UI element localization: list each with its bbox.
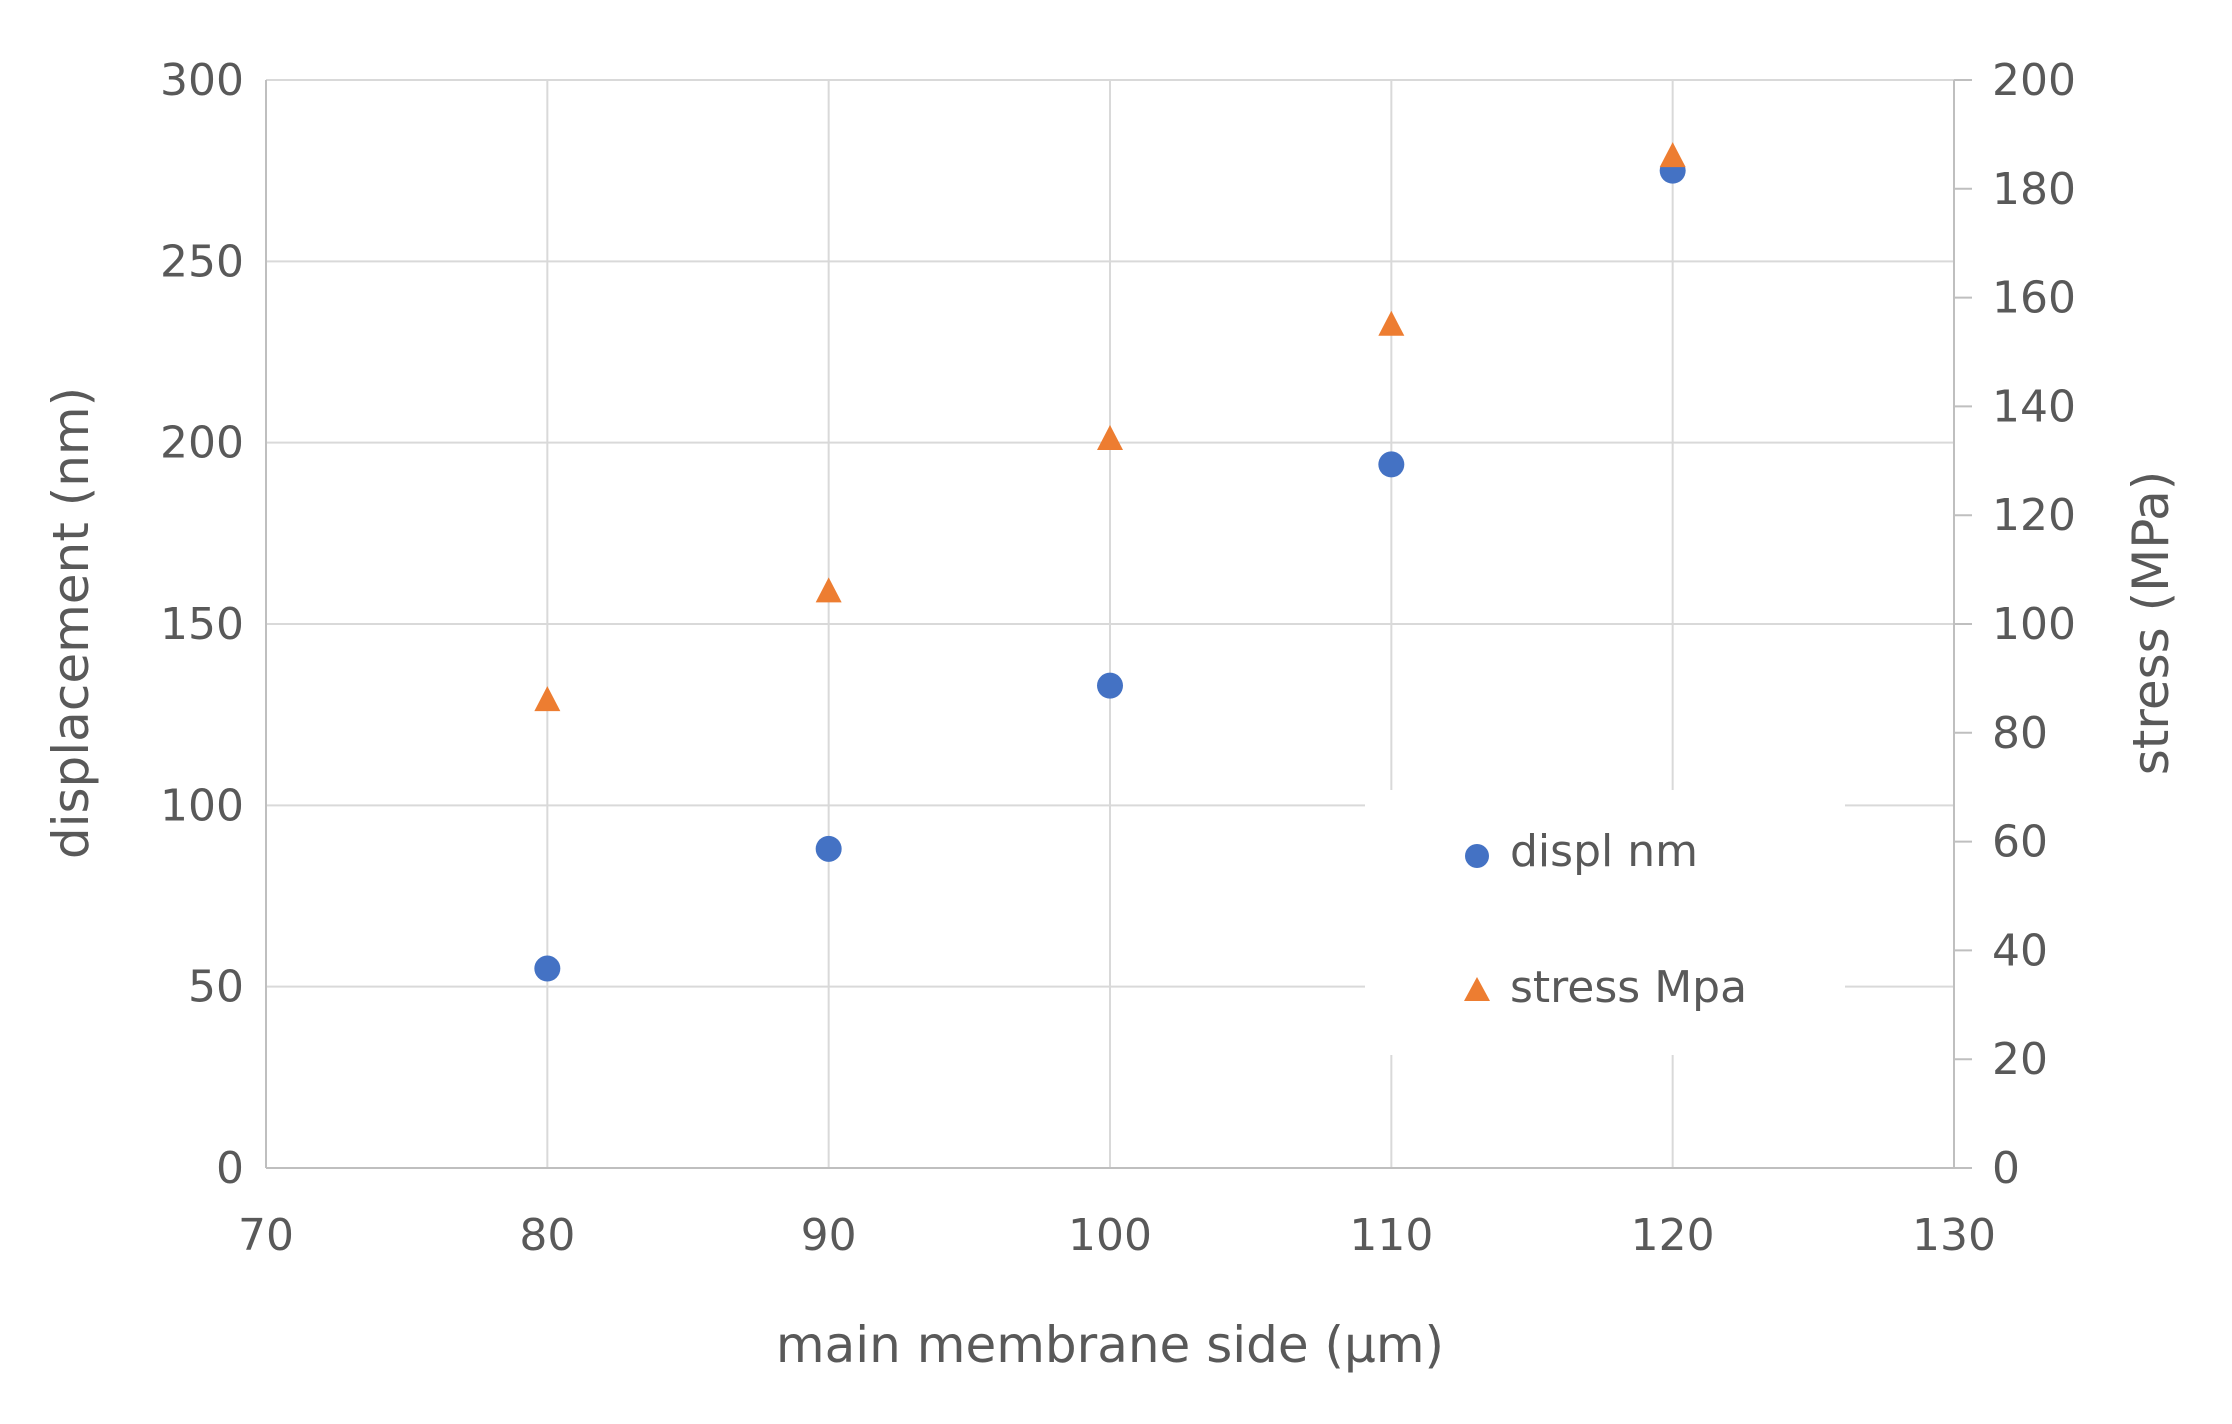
y2-tick-label: 40 (1992, 925, 2048, 976)
x-tick-label: 120 (1631, 1210, 1715, 1261)
x-axis-title: main membrane side (μm) (776, 1316, 1444, 1374)
axes (265, 79, 1972, 1169)
y2-tick-label: 100 (1992, 599, 2076, 650)
y2-axis-title: stress (MPa) (2122, 471, 2180, 776)
y-tick-label: 300 (160, 55, 244, 106)
stress-point (534, 686, 561, 712)
x-tick-label: 130 (1912, 1210, 1996, 1261)
y2-tick-label: 140 (1992, 381, 2076, 432)
stress-point (1378, 310, 1405, 336)
x-axis-ticks: 70 80 90 100 110 120 130 (238, 1210, 1996, 1261)
y2-tick-label: 200 (1992, 55, 2076, 106)
y-tick-label: 0 (216, 1143, 244, 1194)
stress-point (1097, 425, 1123, 451)
legend: displ nm stress Mpa (1365, 790, 1845, 1055)
displ-point (534, 955, 561, 982)
stress-point (815, 577, 842, 603)
y-tick-label: 150 (160, 599, 244, 650)
y2-tick-label: 80 (1992, 708, 2048, 759)
y-axis-title: displacement (nm) (42, 387, 100, 859)
x-tick-label: 110 (1349, 1210, 1433, 1261)
y2-tick-label: 0 (1992, 1143, 2020, 1194)
legend-label-stress: stress Mpa (1510, 962, 1747, 1013)
y2-tick-label: 160 (1992, 273, 2076, 324)
x-tick-label: 70 (238, 1210, 294, 1261)
y2-tick-label: 120 (1992, 490, 2076, 541)
legend-marker-stress (1464, 977, 1490, 1001)
legend-label-displ: displ nm (1510, 826, 1698, 877)
displ-point (1378, 451, 1405, 478)
x-tick-label: 80 (519, 1210, 575, 1261)
displ-point (815, 835, 842, 862)
x-tick-label: 100 (1068, 1210, 1152, 1261)
stress-point (1659, 142, 1686, 168)
y2-tick-label: 180 (1992, 164, 2076, 215)
y-tick-label: 50 (188, 962, 244, 1013)
legend-background (1365, 790, 1845, 1055)
data-marks (534, 142, 1686, 982)
y-tick-label: 200 (160, 418, 244, 469)
y2-tick-label: 20 (1992, 1034, 2048, 1085)
x-tick-label: 90 (801, 1210, 857, 1261)
displ-point (1097, 672, 1123, 699)
left-axis-ticks: 0 50 100 150 200 250 300 (160, 55, 244, 1194)
legend-marker-displ (1465, 844, 1489, 868)
y-tick-label: 100 (160, 780, 244, 831)
y2-tick-label: 60 (1992, 817, 2048, 868)
y-tick-label: 250 (160, 236, 244, 287)
right-axis-ticks: 0 20 40 60 80 100 120 140 160 180 200 (1992, 55, 2076, 1194)
